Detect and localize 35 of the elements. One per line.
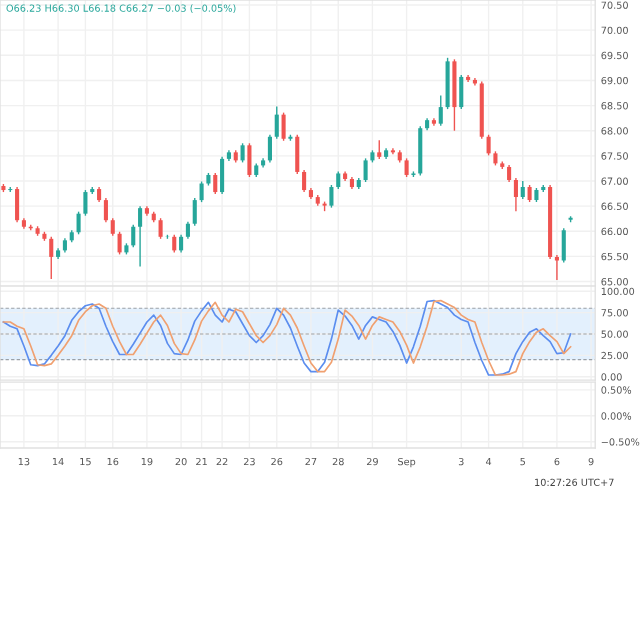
candlestick [445,57,450,110]
candlestick [452,58,457,132]
candlestick [131,224,136,249]
candlestick [418,125,423,177]
candlestick [404,157,409,178]
candlestick [281,111,286,142]
candlestick [220,156,225,195]
candlestick [192,197,197,227]
candlestick [213,172,218,195]
candlestick [459,74,464,110]
candlestick [438,94,443,127]
candlestick [390,147,395,156]
candlestick [138,205,143,268]
candlestick [103,197,108,223]
candlestick [561,227,566,264]
candlestick [76,210,81,235]
candlestick [117,231,122,256]
candlestick [240,142,245,164]
candlestick [513,177,518,212]
candlestick [83,189,88,217]
candlestick [274,105,279,140]
candlestick [363,157,368,183]
candlestick [267,134,272,164]
candlestick [247,142,252,178]
candlestick [15,186,20,223]
candlestick [329,184,334,209]
line-series [2,299,572,376]
candlestick [486,134,491,157]
candlestick [295,134,300,175]
candlestick [302,169,307,193]
candlestick [199,180,204,203]
candlestick [520,180,525,200]
candlestick [49,236,54,280]
candlestick [377,139,382,160]
candlestick [158,217,163,240]
